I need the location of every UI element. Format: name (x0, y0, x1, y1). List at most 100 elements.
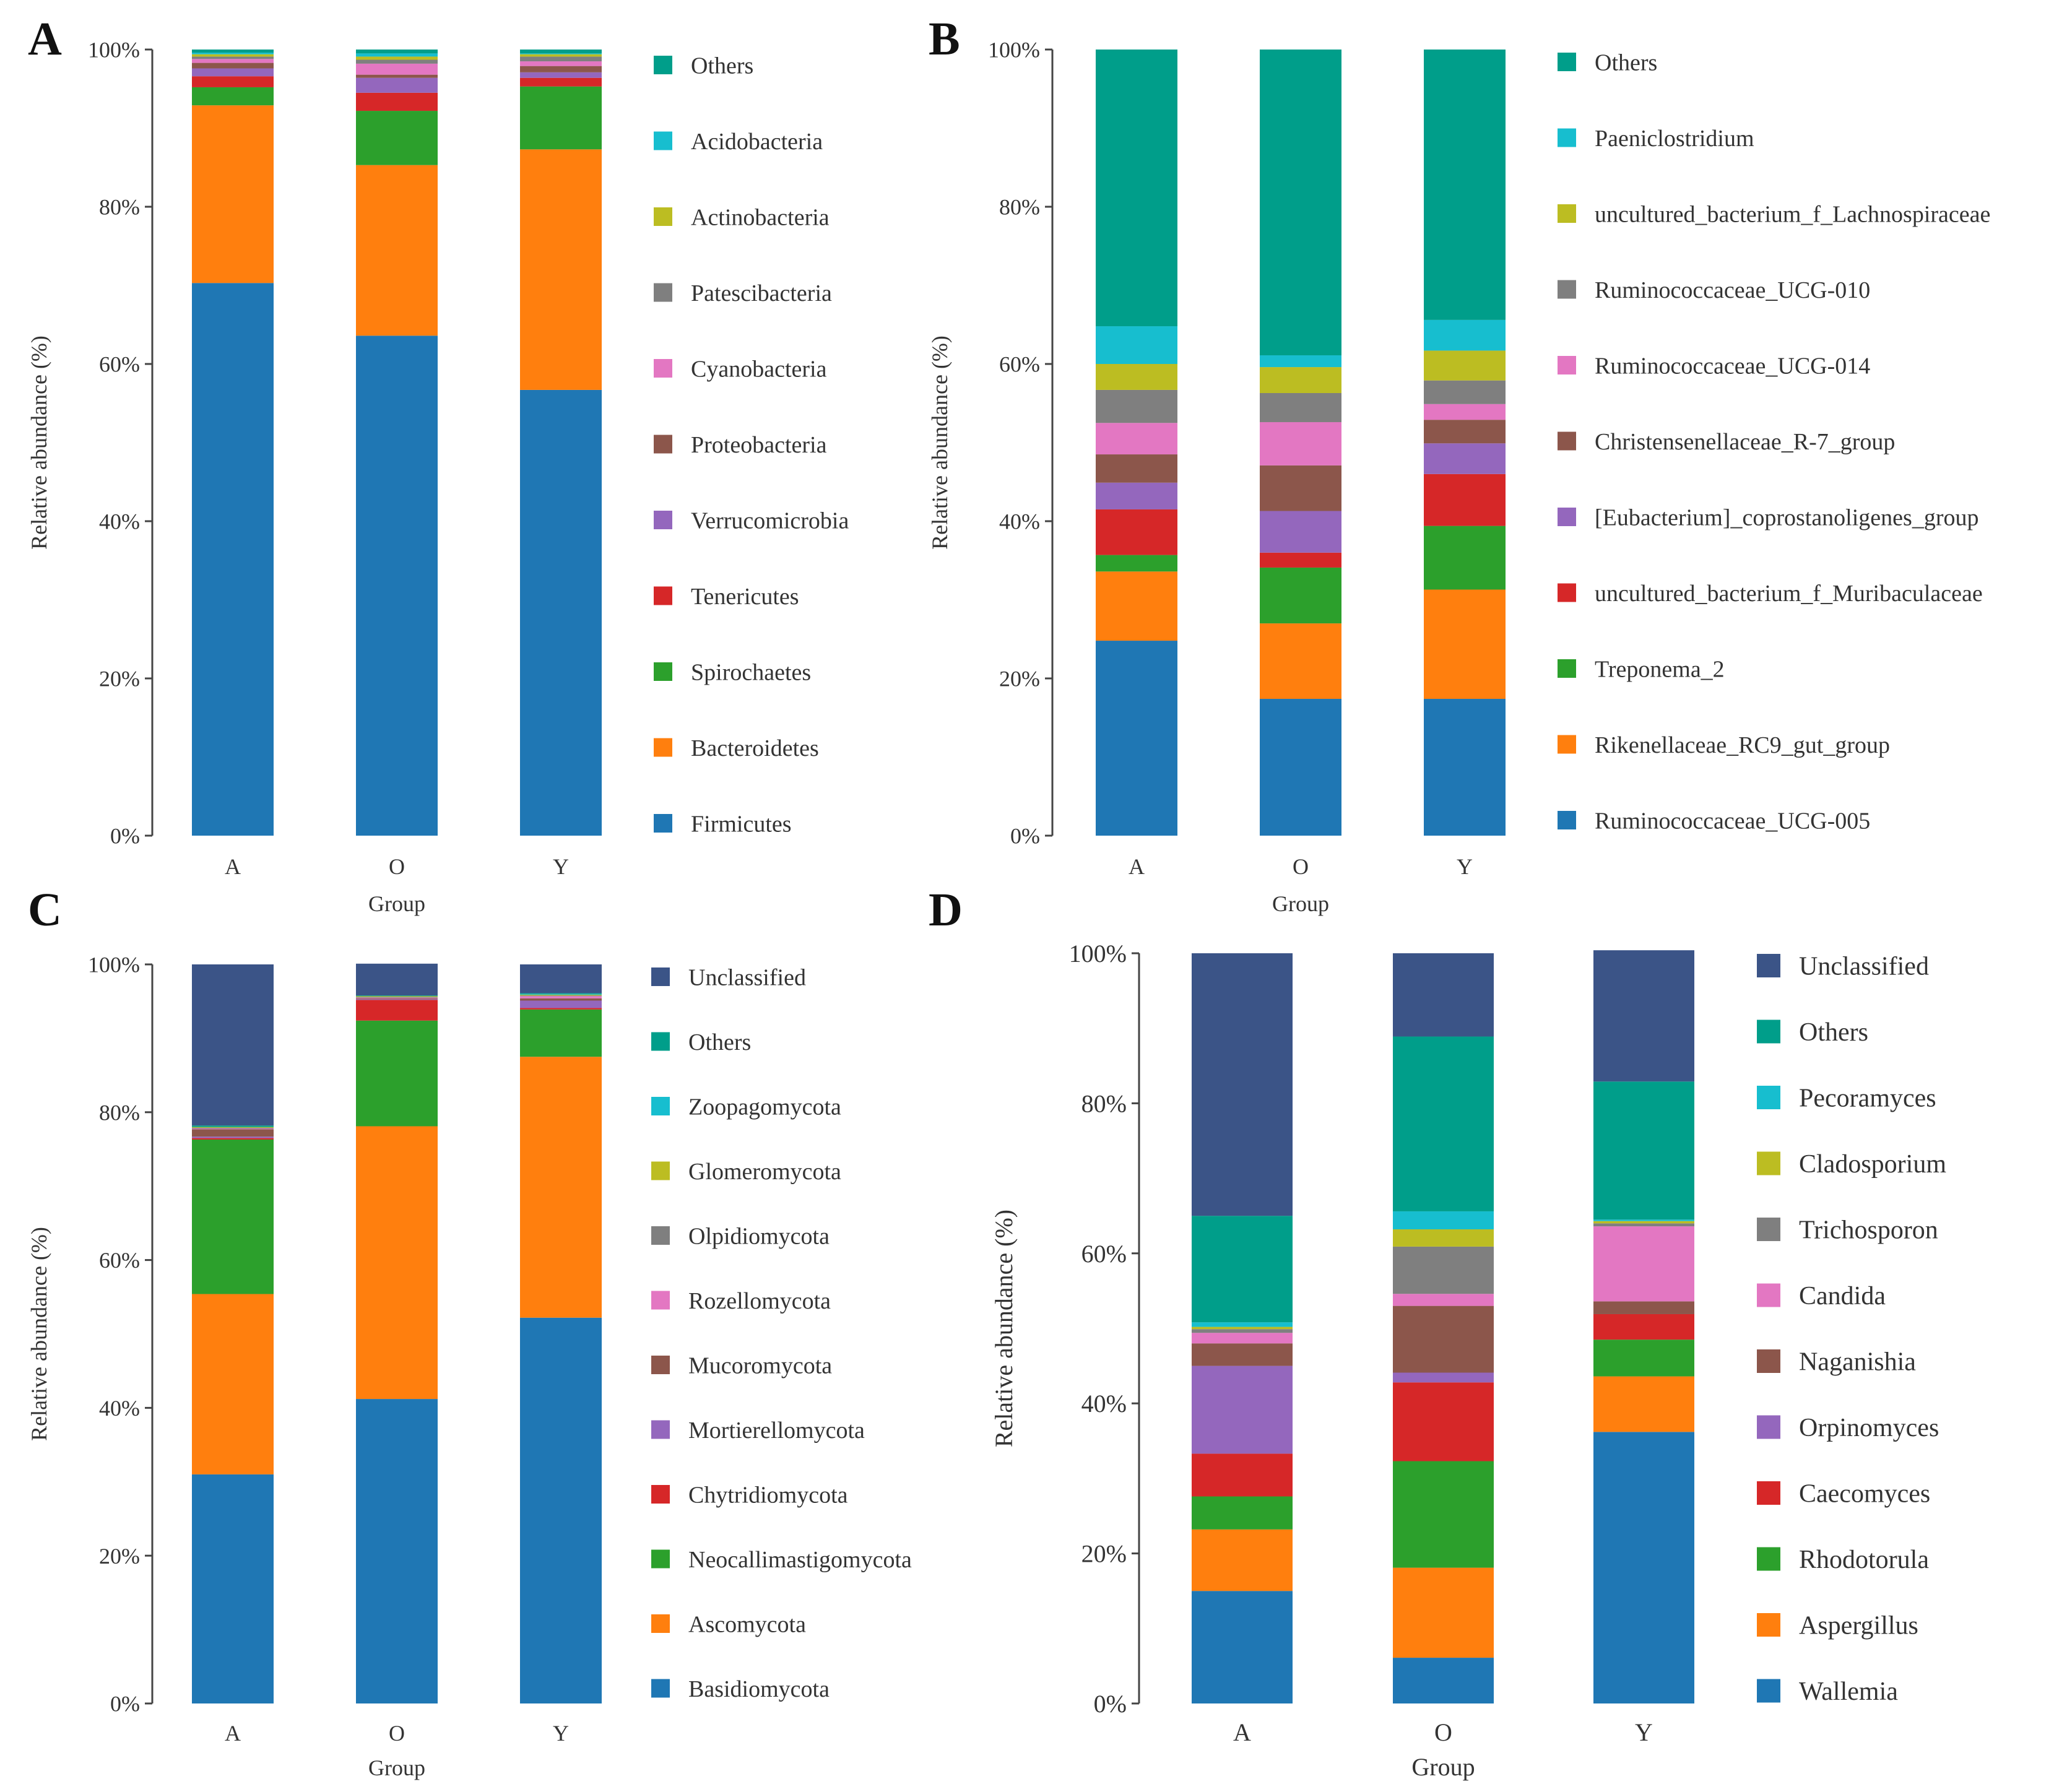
legend-swatch (1757, 1283, 1780, 1307)
bar-segment-o-ruminococcaceae-ucg-014 (1260, 422, 1341, 465)
legend-swatch (654, 814, 672, 833)
legend-label: Neocallimastigomycota (688, 1547, 912, 1573)
bar-segment-a-tenericutes (192, 76, 274, 87)
legend-label: Mucoromycota (688, 1353, 832, 1379)
bar-segment-y-patescibacteria (520, 56, 602, 62)
legend-label: Others (1799, 1018, 1868, 1047)
legend-swatch (1558, 583, 1576, 602)
bar-segment-o-naganishia (1393, 1305, 1494, 1373)
bar-segment-o-trichosporon (1393, 1246, 1494, 1294)
bar-segment-y-bacteroidetes (520, 149, 602, 390)
bar-segment-a-naganishia (1192, 1343, 1293, 1366)
bar-segment-y-trichosporon (1593, 1223, 1694, 1227)
bar-segment-o-others (1393, 1036, 1494, 1211)
bar-segment-o-uncultured-bacterium-f-lachnospiraceae (1260, 367, 1341, 393)
legend-swatch (1757, 1481, 1780, 1505)
legend-swatch (651, 1549, 670, 1569)
legend-label: Ruminococcaceae_UCG-014 (1595, 353, 1870, 379)
legend-swatch (651, 1161, 670, 1180)
legend-swatch (654, 207, 672, 226)
y-tick-label: 80% (1081, 1089, 1127, 1117)
bar-segment-o-glomeromycota (356, 996, 438, 997)
bar-segment-a-spirochaetes (192, 87, 274, 106)
bar-segment-o-unclassified (1393, 953, 1494, 1037)
bar-segment-y-firmicutes (520, 389, 602, 836)
x-tick-label: Y (553, 854, 569, 879)
bar-segment-o-uncultured-bacterium-f-muribaculaceae (1260, 552, 1341, 568)
bar-segment-a-patescibacteria (192, 56, 274, 59)
legend-swatch (1558, 356, 1576, 374)
bar-segment-y-olpidiomycota (520, 995, 602, 997)
bar-segment-y-neocallimastigomycota (520, 1009, 602, 1057)
bar-segment-y--eubacterium-coprostanoligenes-group (1424, 443, 1506, 474)
y-axis-label: Relative abundance (%) (27, 1227, 51, 1441)
bar-segment-o-rhodotorula (1393, 1461, 1494, 1568)
bar-segment-a-others (192, 50, 274, 53)
bar-segment-y-caecomyces (1593, 1314, 1694, 1340)
legend-swatch (654, 435, 672, 454)
bar-segment-y-mucoromycota (520, 998, 602, 1001)
bar-segment-a-uncultured-bacterium-f-muribaculaceae (1096, 509, 1177, 555)
y-tick-label: 60% (99, 1248, 140, 1273)
bar-segment-y-others (1424, 50, 1506, 320)
y-tick-label: 0% (110, 824, 140, 849)
legend-label: Aspergillus (1799, 1612, 1918, 1640)
bar-segment-a-paeniclostridium (1096, 326, 1177, 364)
legend-label: Olpidiomycota (688, 1223, 830, 1249)
legend-swatch (1558, 280, 1576, 299)
legend-label: Rikenellaceae_RC9_gut_group (1595, 732, 1890, 758)
bar-segment-o-ascomycota (356, 1126, 438, 1400)
legend-label: [Eubacterium]_coprostanoligenes_group (1595, 504, 1978, 530)
legend-swatch (1558, 659, 1576, 678)
bar-segment-o-tenericutes (356, 92, 438, 111)
bar-segment-y-mortierellomycota (520, 1000, 602, 1008)
bar-segment-y-ruminococcaceae-ucg-014 (1424, 404, 1506, 420)
bar-segment-y-christensenellaceae-r-7-group (1424, 420, 1506, 444)
bar-segment-o-neocallimastigomycota (356, 1020, 438, 1127)
bar-segment-o-others (356, 995, 438, 997)
legend-label: Candida (1799, 1282, 1886, 1310)
legend-swatch (1558, 128, 1576, 147)
y-tick-label: 20% (1081, 1540, 1127, 1568)
bar-segment-y-ruminococcaceae-ucg-005 (1424, 699, 1506, 836)
bar-segment-a-treponema-2 (1096, 555, 1177, 572)
bar-segment-o-others (1260, 50, 1341, 356)
legend-label: Rhodotorula (1799, 1546, 1929, 1574)
legend-label: Christensenellaceae_R-7_group (1595, 429, 1895, 455)
legend-swatch (1757, 1679, 1780, 1703)
bar-segment-a-glomeromycota (192, 1127, 274, 1128)
legend-swatch (651, 1485, 670, 1504)
bar-segment-a-cyanobacteria (192, 59, 274, 63)
legend-swatch (651, 1679, 670, 1698)
bar-segment-y-unclassified (520, 964, 602, 993)
panel-letter: D (929, 884, 963, 936)
bar-segment-o-pecoramyces (1393, 1211, 1494, 1230)
bar-segment-o-paeniclostridium (1260, 355, 1341, 368)
bar-segment-o-orpinomyces (1393, 1372, 1494, 1383)
bar-segment-a-others (192, 1125, 274, 1127)
bar-segment-y-others (520, 993, 602, 994)
bar-segment-y-paeniclostridium (1424, 319, 1506, 351)
legend-label: Acidobacteria (691, 129, 823, 155)
bar-segment-o-actinobacteria (356, 56, 438, 60)
bar-segment-a-others (1192, 1216, 1293, 1323)
legend-swatch (1757, 1218, 1780, 1241)
bar-segment-y-others (520, 50, 602, 54)
bar-segment-y-naganishia (1593, 1301, 1694, 1314)
bar-segment-o-proteobacteria (356, 74, 438, 78)
y-tick-label: 0% (1094, 1690, 1127, 1718)
legend-label: Unclassified (688, 964, 806, 990)
bar-segment-y-candida (1593, 1226, 1694, 1302)
legend-label: Bacteroidetes (691, 735, 819, 761)
bar-segment-y-verrucomicrobia (520, 72, 602, 78)
bar-segment-y-acidobacteria (520, 53, 602, 54)
panel-a: A 0% 20% 40% 60% 80% 100% Relative abundance (%… (27, 13, 849, 916)
bar-segment-o-mucoromycota (356, 998, 438, 1000)
x-tick-label: A (1233, 1718, 1251, 1746)
bar-segment-a-cladosporium (1192, 1327, 1293, 1330)
y-tick-label: 100% (88, 953, 140, 977)
x-tick-label: A (1129, 854, 1145, 879)
legend-label: Firmicutes (691, 811, 792, 837)
legend-label: Naganishia (1799, 1348, 1916, 1377)
bar-segment-y-actinobacteria (520, 54, 602, 57)
